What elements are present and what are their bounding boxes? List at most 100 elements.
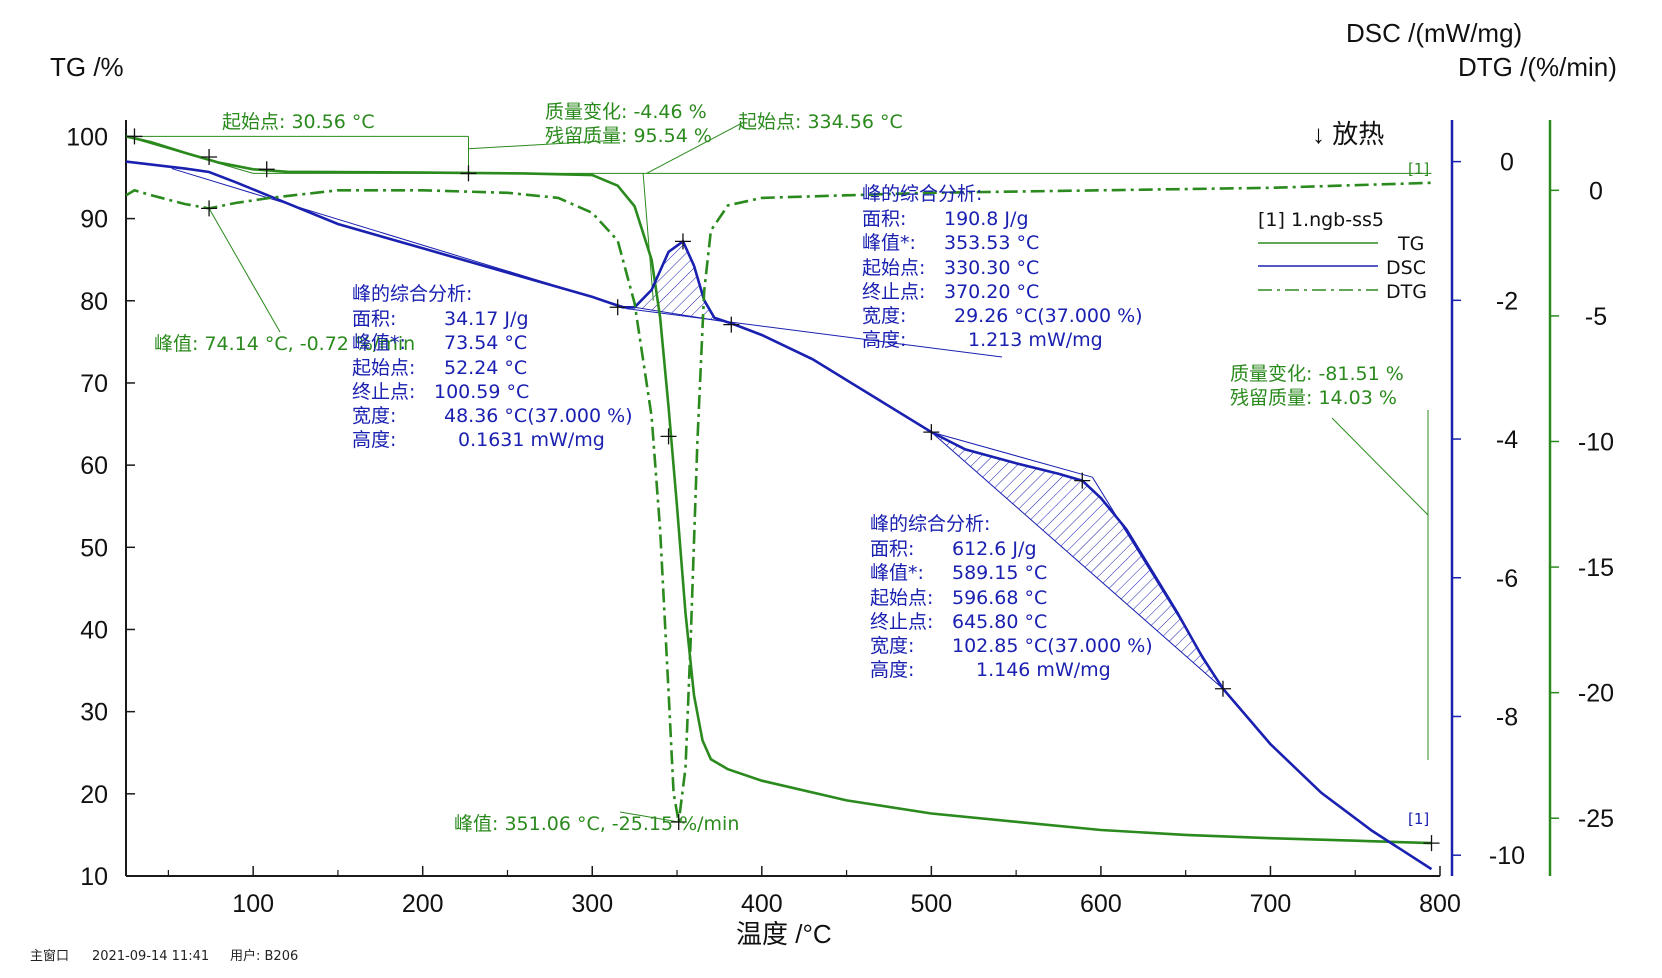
dsc-end-marker-label: [1] <box>1408 810 1429 828</box>
footer-datetime: 2021-09-14 11:41 <box>92 949 209 964</box>
dsc-axis-title: DSC /(mW/mg) <box>1346 18 1522 48</box>
dtg-peak2-leader <box>619 811 679 823</box>
footer-user: 用户: B206 <box>230 948 298 964</box>
legend-tg-label: TG <box>1397 233 1424 255</box>
dtg-tick-label: -5 <box>1585 303 1607 331</box>
dsc-tick-label: 0 <box>1500 149 1514 177</box>
x-axis-title: 温度 /°C <box>736 919 832 949</box>
dsc-peak2-hatch <box>633 242 729 323</box>
tg-step1-marker <box>460 165 477 182</box>
svg-text:高度:: 高度: <box>862 329 906 351</box>
tg-onset2-marker <box>660 428 677 445</box>
dtg-tick-label: 0 <box>1589 177 1603 205</box>
legend: [1] 1.ngb-ss5 TG DSC DTG <box>1258 209 1427 303</box>
x-tick-label: 700 <box>1250 890 1292 918</box>
dtg-tick-label: -25 <box>1578 805 1614 833</box>
svg-text:596.68 °C: 596.68 °C <box>952 587 1047 609</box>
tg-end-marker-label: [1] <box>1408 160 1429 178</box>
svg-text:终止点:: 终止点: <box>870 611 933 633</box>
svg-text:终止点:: 终止点: <box>352 381 415 403</box>
dtg-peak1-leader <box>208 208 281 333</box>
svg-text:面积:: 面积: <box>862 208 906 230</box>
dtg-axis-title: DTG /(%/min) <box>1458 52 1617 82</box>
dtg-series-line <box>125 181 1432 823</box>
tg-step1-leader <box>468 139 621 150</box>
svg-text:起始点:: 起始点: <box>870 587 933 609</box>
tg-onset1-label: 起始点: 30.56 °C <box>222 111 375 133</box>
tg-tick-label: 90 <box>80 206 108 234</box>
dsc-tick-label: -2 <box>1496 287 1518 315</box>
tg-tick-label: 20 <box>80 781 108 809</box>
dsc-peak2-peak-marker <box>674 233 691 250</box>
tg-onset2-label: 起始点: 334.56 °C <box>738 111 903 133</box>
svg-text:起始点:: 起始点: <box>352 357 415 379</box>
dsc-peak2-analysis: 峰的综合分析: 面积: 190.8 J/g 峰值*: 353.53 °C 起始点… <box>862 183 1143 351</box>
dtg-peak1-marker <box>201 200 218 217</box>
svg-text:宽度:: 宽度: <box>862 305 906 327</box>
dsc-tick-label: -6 <box>1496 565 1518 593</box>
dtg-peak2-label: 峰值: 351.06 °C, -25.15 %/min <box>454 813 739 835</box>
tg-step2-mass-change: 质量变化: -81.51 % <box>1230 363 1404 385</box>
dsc-peak1-analysis: 峰的综合分析: 面积: 34.17 J/g 峰值*: 73.54 °C 起始点:… <box>352 283 633 451</box>
dsc-peak3-analysis: 峰的综合分析: 面积: 612.6 J/g 峰值*: 589.15 °C 起始点… <box>870 513 1153 681</box>
svg-text:612.6 J/g: 612.6 J/g <box>952 538 1037 560</box>
x-tick-label: 300 <box>571 890 613 918</box>
dtg-peak2-marker <box>670 814 687 830</box>
svg-text:353.53 °C: 353.53 °C <box>944 232 1039 254</box>
svg-text:73.54 °C: 73.54 °C <box>444 332 527 354</box>
svg-text:宽度:: 宽度: <box>352 405 396 427</box>
svg-text:589.15 °C: 589.15 °C <box>952 562 1047 584</box>
footer-window: 主窗口 <box>30 948 69 964</box>
tg-tick-label: 30 <box>80 699 108 727</box>
tg-tick-label: 50 <box>80 534 108 562</box>
svg-text:102.85 °C(37.000 %): 102.85 °C(37.000 %) <box>952 635 1153 657</box>
svg-text:370.20 °C: 370.20 °C <box>944 281 1039 303</box>
svg-text:峰值*:: 峰值*: <box>862 232 916 254</box>
svg-text:645.80 °C: 645.80 °C <box>952 611 1047 633</box>
tg-series-line <box>125 135 1432 845</box>
x-tick-label: 400 <box>741 890 783 918</box>
svg-text:终止点:: 终止点: <box>862 281 925 303</box>
dsc-tick-label: -8 <box>1496 703 1518 731</box>
dtg-tick-label: -15 <box>1578 554 1614 582</box>
dsc-peak3-end-marker <box>1214 680 1231 697</box>
svg-text:峰值*:: 峰值*: <box>352 332 406 354</box>
svg-text:起始点:: 起始点: <box>862 257 925 279</box>
svg-text:52.24 °C: 52.24 °C <box>444 357 527 379</box>
dsc-peak1-marker <box>201 148 218 165</box>
svg-text:34.17 J/g: 34.17 J/g <box>444 308 529 330</box>
dsc-peak3-onset-marker <box>923 424 940 441</box>
dsc-peak3-peak-marker <box>1074 472 1091 489</box>
dtg-peak1-label: 峰值: 74.14 °C, -0.72 %/min <box>154 333 415 355</box>
svg-text:100.59 °C: 100.59 °C <box>434 381 529 403</box>
tg-axis-title: TG /% <box>50 52 124 82</box>
tg-tick-label: 60 <box>80 452 108 480</box>
legend-file: [1] 1.ngb-ss5 <box>1258 209 1384 231</box>
svg-text:高度:: 高度: <box>352 429 396 451</box>
dtg-tick-label: -10 <box>1578 428 1614 456</box>
x-tick-label: 800 <box>1419 890 1461 918</box>
x-tick-label: 100 <box>232 890 274 918</box>
exo-direction-label: ↓ 放热 <box>1312 119 1384 149</box>
tg-step1-mass-change: 质量变化: -4.46 % <box>545 101 707 123</box>
x-tick-label: 200 <box>402 890 444 918</box>
tg-marker <box>258 161 275 178</box>
tg-tick-label: 70 <box>80 370 108 398</box>
svg-text:330.30 °C: 330.30 °C <box>944 257 1039 279</box>
analysis-lines <box>125 121 1432 823</box>
svg-text:190.8 J/g: 190.8 J/g <box>944 208 1029 230</box>
svg-text:1.146 mW/mg: 1.146 mW/mg <box>976 659 1111 681</box>
tg-onset1-marker <box>126 128 143 145</box>
svg-text:48.36 °C(37.000 %): 48.36 °C(37.000 %) <box>444 405 633 427</box>
svg-text:峰的综合分析:: 峰的综合分析: <box>870 513 990 535</box>
tg-step1-residual: 残留质量: 95.54 % <box>545 125 712 147</box>
tg-tick-label: 10 <box>80 863 108 891</box>
dsc-peak2-onset-marker <box>609 299 626 316</box>
dtg-tick-label: -20 <box>1578 680 1614 708</box>
tg-tick-label: 80 <box>80 288 108 316</box>
svg-text:面积:: 面积: <box>870 538 914 560</box>
axes: 100 200 300 400 500 600 700 8001020304050607080… <box>66 120 1614 918</box>
legend-dsc-label: DSC <box>1386 257 1426 279</box>
svg-text:峰值*:: 峰值*: <box>870 562 924 584</box>
svg-text:高度:: 高度: <box>870 659 914 681</box>
